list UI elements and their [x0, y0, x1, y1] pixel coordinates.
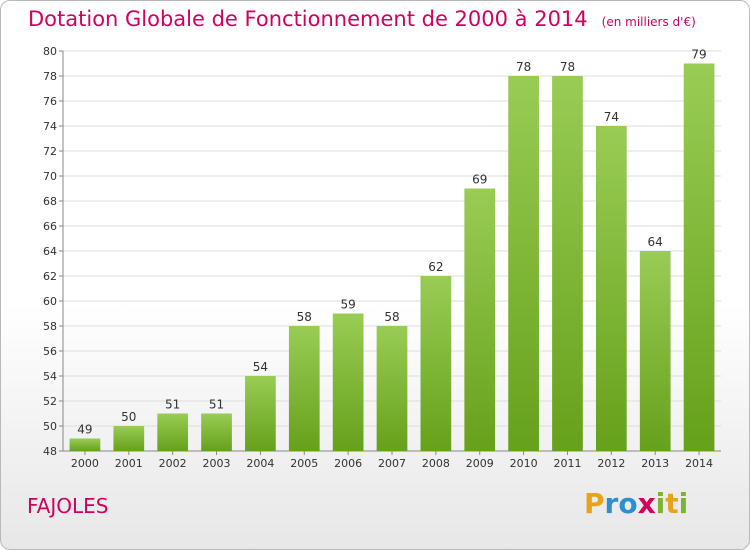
bar-value-label: 51 — [209, 398, 224, 412]
logo-letter: o — [618, 487, 638, 520]
bar-value-label: 74 — [604, 110, 619, 124]
x-tick-label: 2009 — [466, 457, 494, 470]
y-tick-label: 72 — [43, 145, 57, 158]
bar-value-label: 78 — [560, 60, 575, 74]
bar-value-label: 78 — [516, 60, 531, 74]
y-tick-label: 80 — [43, 45, 57, 58]
y-tick-label: 48 — [43, 445, 57, 458]
bar-2001 — [113, 426, 145, 451]
y-tick-label: 74 — [43, 120, 57, 133]
y-tick-label: 66 — [43, 220, 57, 233]
bar-2000 — [69, 438, 101, 451]
logo-letter: x — [637, 487, 656, 520]
bar-value-label: 51 — [165, 398, 180, 412]
chart-title-text: Dotation Globale de Fonctionnement de 20… — [28, 7, 588, 31]
bar-value-label: 49 — [77, 423, 92, 437]
bar-2007 — [376, 326, 408, 451]
x-tick-label: 2006 — [334, 457, 362, 470]
bar-value-label: 54 — [253, 360, 268, 374]
bar-2008 — [420, 276, 452, 451]
x-tick-label: 2002 — [159, 457, 187, 470]
x-tick-label: 2001 — [115, 457, 143, 470]
bar-value-label: 69 — [472, 173, 487, 187]
logo-letter: r — [604, 487, 619, 520]
x-tick-label: 2000 — [71, 457, 99, 470]
y-tick-label: 70 — [43, 170, 57, 183]
bar-value-label: 58 — [297, 310, 312, 324]
bar-2011 — [552, 76, 583, 451]
logo-letter: i — [655, 487, 666, 520]
bar-2012 — [595, 126, 627, 451]
x-tick-label: 2004 — [246, 457, 274, 470]
logo-letter: t — [665, 487, 679, 520]
logo-letter: i — [678, 487, 689, 520]
bar-value-label: 64 — [648, 235, 663, 249]
bar-2013 — [639, 251, 671, 451]
y-tick-label: 64 — [43, 245, 57, 258]
y-tick-label: 60 — [43, 295, 57, 308]
bar-value-label: 59 — [340, 298, 355, 312]
y-tick-label: 62 — [43, 270, 57, 283]
x-tick-label: 2012 — [597, 457, 625, 470]
y-tick-label: 76 — [43, 95, 57, 108]
y-tick-label: 52 — [43, 395, 57, 408]
bar-2006 — [332, 313, 364, 451]
y-tick-label: 56 — [43, 345, 57, 358]
bar-value-label: 58 — [384, 310, 399, 324]
bar-2003 — [201, 413, 232, 451]
x-tick-label: 2014 — [685, 457, 713, 470]
y-tick-label: 54 — [43, 370, 57, 383]
bar-2005 — [288, 326, 320, 451]
proxiti-logo: Proxiti — [584, 487, 688, 520]
bar-2014 — [683, 63, 715, 451]
chart-subtitle: (en milliers d'€) — [601, 15, 696, 29]
bar-value-label: 50 — [121, 410, 136, 424]
x-tick-label: 2005 — [290, 457, 318, 470]
x-tick-label: 2010 — [510, 457, 538, 470]
chart-title: Dotation Globale de Fonctionnement de 20… — [28, 7, 696, 31]
bar-2004 — [245, 376, 276, 451]
x-tick-label: 2011 — [553, 457, 581, 470]
bar-value-label: 62 — [428, 260, 443, 274]
x-tick-label: 2013 — [641, 457, 669, 470]
x-tick-label: 2003 — [203, 457, 231, 470]
bar-2009 — [464, 188, 496, 451]
bar-2010 — [508, 76, 539, 451]
y-tick-label: 50 — [43, 420, 57, 433]
y-tick-label: 58 — [43, 320, 57, 333]
y-tick-label: 78 — [43, 70, 57, 83]
commune-name: FAJOLES — [27, 494, 109, 518]
y-tick-label: 68 — [43, 195, 57, 208]
x-tick-label: 2008 — [422, 457, 450, 470]
bar-value-label: 79 — [691, 48, 706, 62]
x-tick-label: 2007 — [378, 457, 406, 470]
bar-2002 — [157, 413, 189, 451]
bars: 49 50 51 51 54 58 59 58 62 69 78 78 74 64 79 — [69, 48, 715, 451]
logo-letter: P — [584, 487, 605, 520]
